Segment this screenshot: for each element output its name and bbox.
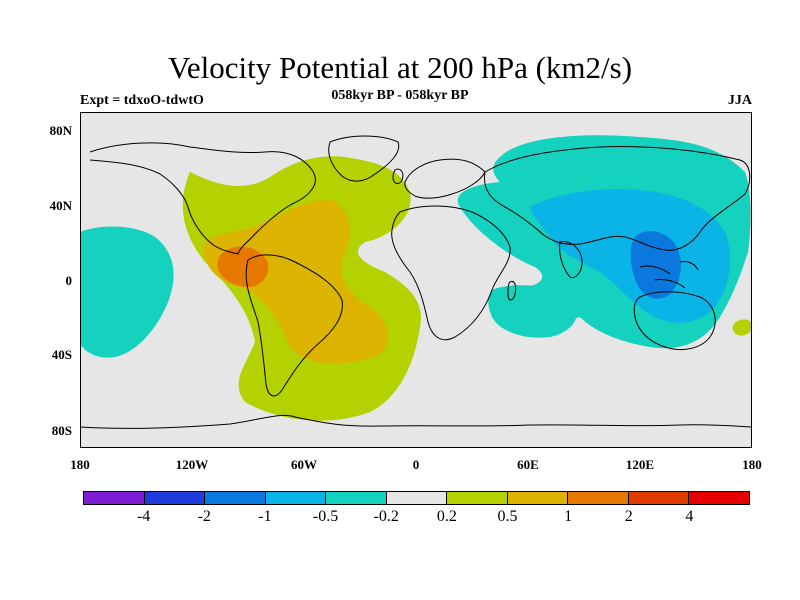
map-title: Velocity Potential at 200 hPa (km2/s) <box>167 50 633 85</box>
colorbar-label: -4 <box>136 508 151 525</box>
negative-field-1 <box>630 231 682 299</box>
map-border <box>80 112 752 448</box>
colorbar-label: 0.5 <box>497 508 518 525</box>
negative-field-southwest-aus <box>593 305 623 330</box>
lat-label-80n: 80N <box>49 123 72 138</box>
negative-field-south-indian <box>488 285 578 338</box>
negative-field-east-pacific <box>80 226 174 358</box>
colorbar-label: 0.2 <box>436 508 457 525</box>
colorbar-swatch <box>689 492 750 504</box>
experiment-label: Expt = tdxoO-tdwtO <box>80 93 204 108</box>
lon-label-0: 0 <box>412 457 420 472</box>
negative-field-0p5 <box>530 189 731 323</box>
coastlines <box>80 135 752 429</box>
colorbar-swatch <box>386 492 448 504</box>
colorbar-swatch <box>447 492 508 504</box>
lon-label-180-left: 180 <box>70 457 90 472</box>
lon-label-60e: 60E <box>517 457 539 472</box>
lat-label-40n: 40N <box>49 198 72 213</box>
colorbar-swatch <box>144 492 206 504</box>
lon-label-60w: 60W <box>291 457 317 472</box>
colorbar-label: 1 <box>564 508 573 525</box>
lon-label-120e: 120E <box>625 457 655 472</box>
positive-field-aus-east <box>732 319 752 336</box>
lat-label-0: 0 <box>65 273 73 288</box>
lon-label-120w: 120W <box>175 457 209 472</box>
colorbar-label: 4 <box>685 508 694 525</box>
colorbar-swatch <box>568 492 629 504</box>
colorbar-swatch <box>205 492 266 504</box>
colorbar <box>83 491 750 505</box>
positive-field-0p5 <box>204 199 389 364</box>
map-panel <box>80 112 752 448</box>
velocity-potential-map <box>80 112 752 448</box>
colorbar-label: -0.2 <box>373 508 399 525</box>
colorbar-label: -2 <box>197 508 211 525</box>
negative-field-west-edge <box>80 322 85 336</box>
colorbar-swatch <box>265 492 327 504</box>
lon-label-180-right: 180 <box>742 457 762 472</box>
colorbar-label: 2 <box>624 508 633 525</box>
colorbar-swatch <box>84 492 145 504</box>
lat-label-40s: 40S <box>51 347 72 362</box>
colorbar-label: -1 <box>258 508 272 525</box>
season-label: JJA <box>727 93 752 108</box>
colorbar-label: -0.5 <box>312 508 339 525</box>
map-subtitle: 058kyr BP - 058kyr BP <box>331 88 469 103</box>
colorbar-swatch <box>628 492 690 504</box>
colorbar-swatch <box>326 492 387 504</box>
lat-label-80s: 80S <box>51 423 72 438</box>
colorbar-swatch <box>507 492 569 504</box>
